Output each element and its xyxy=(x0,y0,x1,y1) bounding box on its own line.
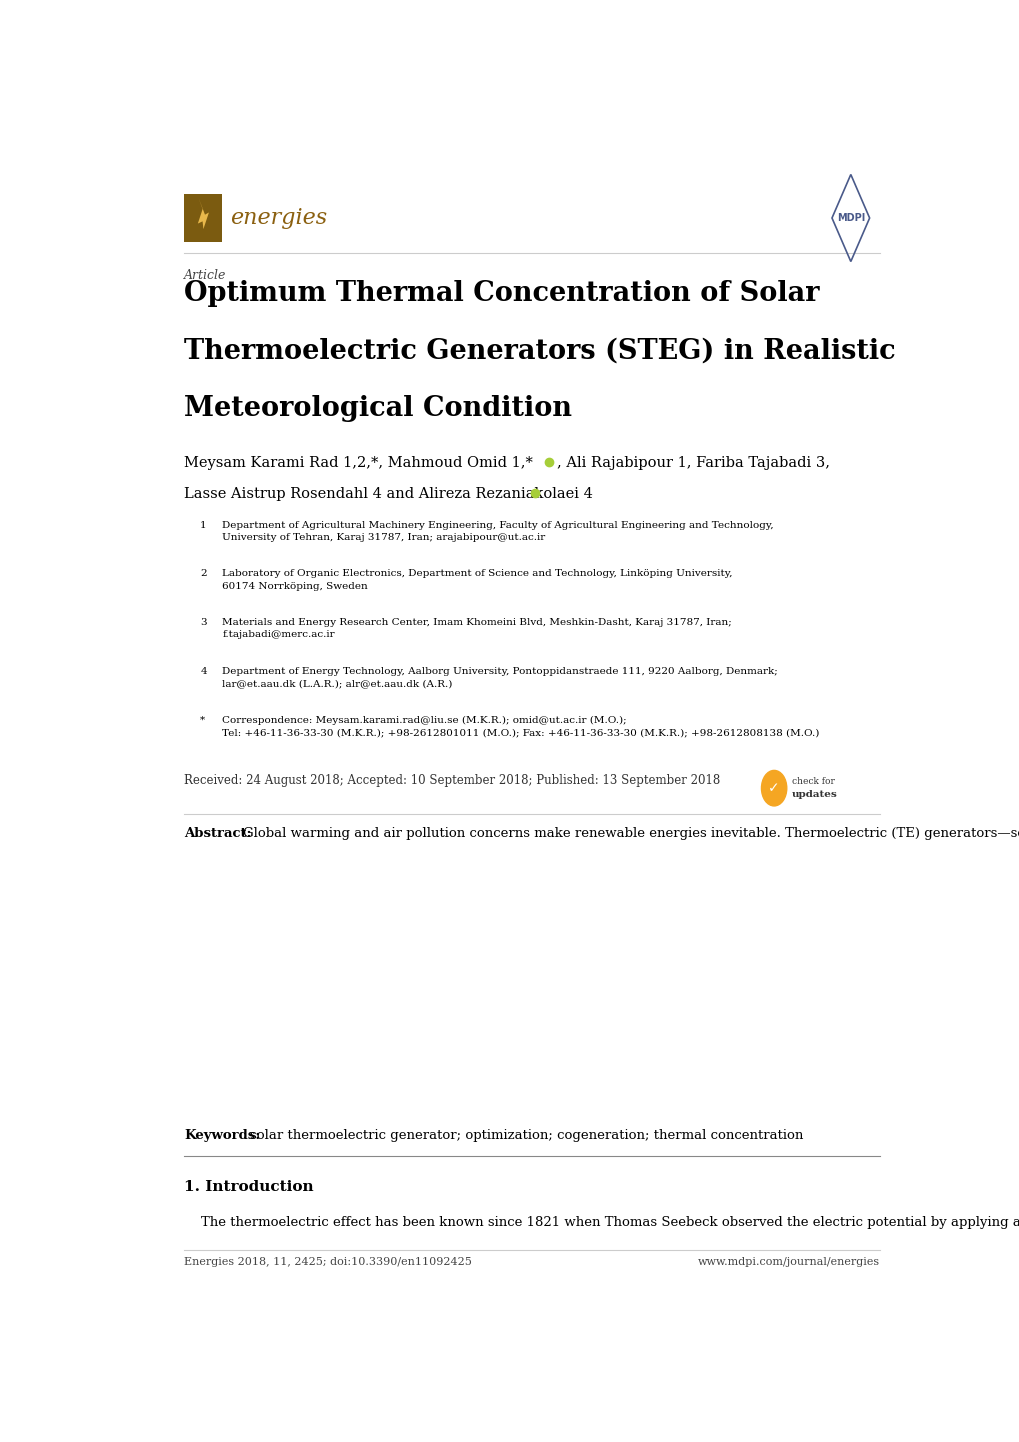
Text: www.mdpi.com/journal/energies: www.mdpi.com/journal/energies xyxy=(697,1257,879,1266)
Text: Received: 24 August 2018; Accepted: 10 September 2018; Published: 13 September 2: Received: 24 August 2018; Accepted: 10 S… xyxy=(184,774,720,787)
Text: solar thermoelectric generator; optimization; cogeneration; thermal concentratio: solar thermoelectric generator; optimiza… xyxy=(250,1129,803,1142)
Text: 3: 3 xyxy=(200,619,207,627)
Text: Correspondence: Meysam.karami.rad@liu.se (M.K.R.); omid@ut.ac.ir (M.O.);
Tel: +4: Correspondence: Meysam.karami.rad@liu.se… xyxy=(222,717,819,737)
Text: 4: 4 xyxy=(200,668,207,676)
Polygon shape xyxy=(198,198,209,229)
Text: Laboratory of Organic Electronics, Department of Science and Technology, Linköpi: Laboratory of Organic Electronics, Depar… xyxy=(222,570,732,591)
Text: 2: 2 xyxy=(200,570,207,578)
Text: check for: check for xyxy=(791,777,834,786)
Text: Meysam Karami Rad 1,2,*, Mahmoud Omid 1,*: Meysam Karami Rad 1,2,*, Mahmoud Omid 1,… xyxy=(184,456,533,470)
Text: Energies 2018, 11, 2425; doi:10.3390/en11092425: Energies 2018, 11, 2425; doi:10.3390/en1… xyxy=(184,1257,472,1266)
FancyBboxPatch shape xyxy=(184,195,222,242)
Text: Meteorological Condition: Meteorological Condition xyxy=(184,395,572,423)
Text: 1: 1 xyxy=(200,521,207,529)
Text: Keywords:: Keywords: xyxy=(184,1129,261,1142)
Text: Department of Energy Technology, Aalborg University, Pontoppidanstraede 111, 922: Department of Energy Technology, Aalborg… xyxy=(222,668,777,688)
Text: 1. Introduction: 1. Introduction xyxy=(184,1180,314,1194)
Text: Thermoelectric Generators (STEG) in Realistic: Thermoelectric Generators (STEG) in Real… xyxy=(184,337,895,365)
Text: updates: updates xyxy=(791,790,837,799)
Text: Department of Agricultural Machinery Engineering, Faculty of Agricultural Engine: Department of Agricultural Machinery Eng… xyxy=(222,521,773,542)
Text: Materials and Energy Research Center, Imam Khomeini Blvd, Meshkin-Dasht, Karaj 3: Materials and Energy Research Center, Im… xyxy=(222,619,732,639)
Text: , Ali Rajabipour 1, Fariba Tajabadi 3,: , Ali Rajabipour 1, Fariba Tajabadi 3, xyxy=(556,456,828,470)
Text: ✓: ✓ xyxy=(767,782,780,795)
Text: Lasse Aistrup Rosendahl 4 and Alireza Rezaniakolaei 4: Lasse Aistrup Rosendahl 4 and Alireza Re… xyxy=(184,487,593,502)
Text: The thermoelectric effect has been known since 1821 when Thomas Seebeck observed: The thermoelectric effect has been known… xyxy=(184,1216,1019,1229)
Text: *: * xyxy=(200,717,205,725)
Text: MDPI: MDPI xyxy=(836,213,864,224)
Text: energies: energies xyxy=(230,208,327,229)
Text: Optimum Thermal Concentration of Solar: Optimum Thermal Concentration of Solar xyxy=(184,280,819,307)
Text: Abstract:: Abstract: xyxy=(184,828,252,841)
Circle shape xyxy=(761,770,786,806)
Text: Article: Article xyxy=(184,268,226,281)
Text: Global warming and air pollution concerns make renewable energies inevitable. Th: Global warming and air pollution concern… xyxy=(243,828,1019,841)
